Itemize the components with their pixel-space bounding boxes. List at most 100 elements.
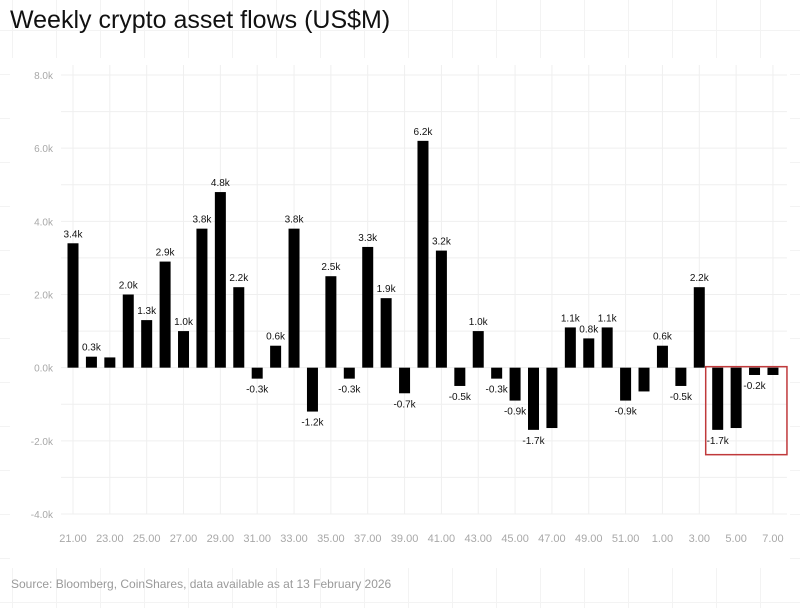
y-tick-label: 4.0k — [34, 217, 54, 228]
bar-week-27 — [178, 331, 190, 368]
data-label: 3.3k — [358, 233, 378, 244]
data-label: -0.5k — [670, 392, 693, 403]
bar-week-49 — [583, 338, 595, 368]
x-tick-label: 41.00 — [428, 533, 456, 545]
bar-week-52 — [638, 367, 650, 392]
bar-week-33 — [288, 228, 300, 368]
data-label: 2.0k — [119, 281, 139, 292]
bar-week-47 — [546, 367, 558, 429]
bar-week-39 — [399, 367, 411, 394]
source-note: Source: Bloomberg, CoinShares, data avai… — [11, 577, 392, 591]
bar-week-3 — [693, 287, 705, 368]
data-label: 2.9k — [156, 248, 176, 259]
x-tick-label: 35.00 — [317, 533, 345, 545]
data-label: 1.1k — [561, 313, 581, 324]
y-tick-label: 8.0k — [34, 71, 54, 82]
data-label: 0.8k — [579, 324, 599, 335]
bar-week-1 — [656, 345, 668, 368]
data-label: 4.8k — [211, 178, 231, 189]
x-tick-label: 45.00 — [501, 533, 529, 545]
y-tick-label: 6.0k — [34, 144, 54, 155]
bar-week-6 — [749, 367, 761, 375]
data-label: -1.2k — [301, 418, 324, 429]
bar-week-50 — [601, 327, 613, 368]
data-label: -0.5k — [449, 392, 472, 403]
y-tick-label: 2.0k — [34, 291, 54, 302]
bar-week-41 — [435, 250, 447, 368]
data-label: 1.1k — [598, 313, 618, 324]
x-tick-label: 3.00 — [689, 533, 710, 545]
bar-chart: 8.0k 6.0k 4.0k 2.0k 0.0k -2.0k -4.0k 21.00 23.00… — [31, 65, 788, 545]
bar-week-44 — [491, 367, 503, 379]
data-label: 3.8k — [285, 215, 305, 226]
data-label: -0.3k — [246, 385, 269, 396]
data-label: 3.4k — [64, 229, 84, 240]
x-tick-label: 51.00 — [612, 533, 640, 545]
bar-week-34 — [306, 367, 318, 412]
data-label: 1.3k — [137, 306, 157, 317]
bar-week-43 — [472, 331, 484, 368]
data-label: 3.8k — [192, 215, 212, 226]
x-tick-label: 29.00 — [207, 533, 235, 545]
bar-week-51 — [620, 367, 632, 401]
x-tick-label: 1.00 — [652, 533, 673, 545]
data-label: -0.7k — [393, 399, 416, 410]
bar-week-48 — [564, 327, 576, 368]
data-label: -0.9k — [614, 407, 637, 418]
bar-week-45 — [509, 367, 521, 401]
x-tick-label: 5.00 — [725, 533, 746, 545]
bar-week-26 — [159, 261, 171, 368]
bar-week-2 — [675, 367, 687, 386]
data-label: -1.7k — [522, 436, 545, 447]
data-label: 0.3k — [82, 343, 102, 354]
x-tick-label: 37.00 — [354, 533, 382, 545]
chart-title: Weekly crypto asset flows (US$M) — [10, 6, 391, 34]
bar-week-46 — [528, 367, 539, 430]
data-label: 2.2k — [229, 273, 249, 284]
x-tick-label: 23.00 — [96, 533, 124, 545]
bar-week-5 — [730, 367, 742, 429]
data-label: -0.3k — [486, 385, 509, 396]
bar-week-31 — [251, 367, 263, 379]
bar-week-30 — [233, 287, 245, 368]
data-label: 2.2k — [690, 273, 710, 284]
bar-week-40 — [417, 140, 429, 368]
x-tick-label: 21.00 — [59, 533, 87, 545]
x-tick-label: 25.00 — [133, 533, 161, 545]
bar-week-25 — [141, 320, 153, 368]
data-label: 1.0k — [174, 317, 194, 328]
bar-week-23 — [104, 357, 116, 368]
bar-week-38 — [380, 298, 392, 368]
data-label: -0.3k — [338, 385, 361, 396]
chart-panel: 8.0k 6.0k 4.0k 2.0k 0.0k -2.0k -4.0k 21.00 23.00… — [10, 58, 790, 568]
data-label: 6.2k — [414, 127, 434, 138]
bar-week-37 — [362, 246, 374, 368]
x-tick-label: 43.00 — [464, 533, 492, 545]
bar-week-24 — [122, 294, 134, 368]
x-tick-label: 31.00 — [243, 533, 271, 545]
data-label: 3.2k — [432, 237, 452, 248]
y-tick-label: 0.0k — [34, 364, 54, 375]
bar-week-28 — [196, 228, 208, 368]
x-tick-label: 27.00 — [170, 533, 198, 545]
bar-week-4 — [712, 367, 724, 430]
data-label: -1.7k — [707, 436, 730, 447]
y-tick-label: -4.0k — [31, 510, 54, 521]
y-tick-label: -2.0k — [31, 437, 54, 448]
data-label: -0.9k — [504, 407, 527, 418]
data-label: 1.0k — [469, 317, 489, 328]
x-tick-label: 33.00 — [280, 533, 308, 545]
bar-week-22 — [85, 356, 97, 368]
bar-week-42 — [454, 367, 466, 386]
bar-week-36 — [343, 367, 355, 379]
data-label: 1.9k — [377, 284, 397, 295]
bar-week-29 — [214, 192, 226, 368]
x-tick-label: 39.00 — [391, 533, 419, 545]
bar-week-32 — [270, 345, 282, 368]
x-tick-label: 49.00 — [575, 533, 603, 545]
x-tick-label: 47.00 — [538, 533, 566, 545]
bar-week-7 — [767, 367, 779, 375]
data-label: 2.5k — [321, 262, 341, 273]
bar-week-35 — [325, 276, 337, 368]
data-label: -0.2k — [743, 381, 766, 392]
